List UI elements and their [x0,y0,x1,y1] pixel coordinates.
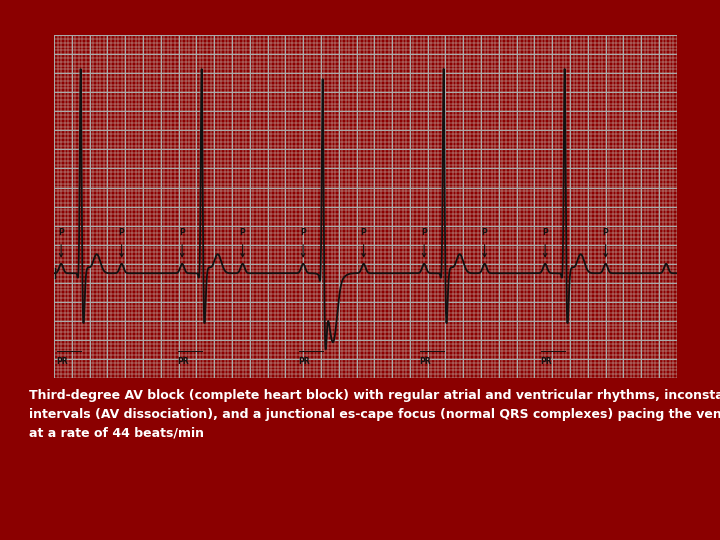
Text: P: P [300,228,306,237]
Text: PR: PR [420,357,431,366]
Text: P: P [542,228,548,237]
Text: P: P [361,228,366,237]
Text: P: P [603,228,608,237]
Text: Third-degree AV block (complete heart block) with regular atrial and ventricular: Third-degree AV block (complete heart bl… [29,389,720,440]
Text: P: P [119,228,125,237]
Text: P: P [58,228,64,237]
Text: P: P [179,228,185,237]
Text: P: P [482,228,487,237]
Text: PR: PR [299,357,310,366]
Text: PR: PR [57,357,68,366]
Text: PR: PR [541,357,552,366]
Text: PR: PR [178,357,189,366]
Text: P: P [421,228,427,237]
Text: P: P [240,228,246,237]
